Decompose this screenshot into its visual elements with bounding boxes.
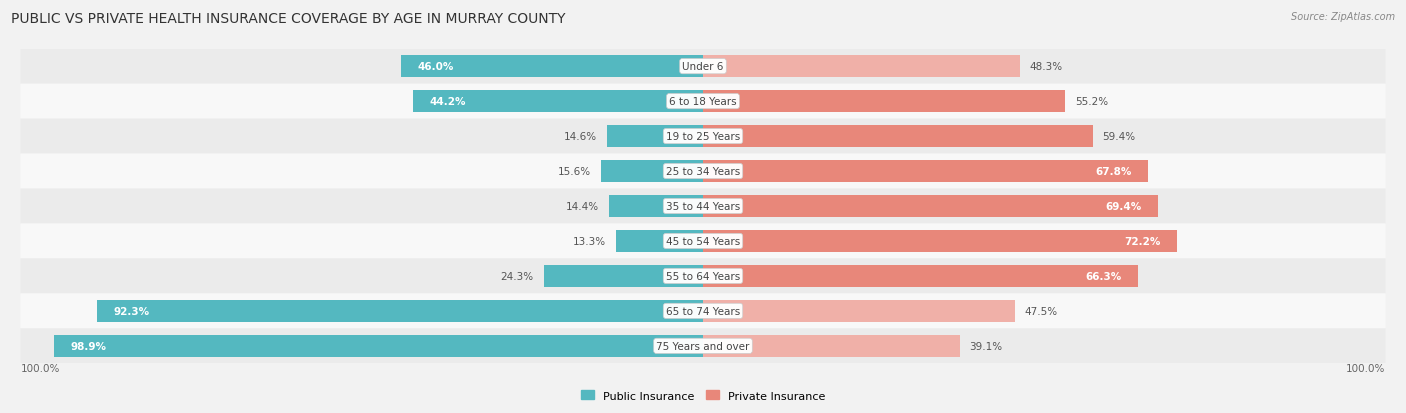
- Bar: [703, 300, 1015, 322]
- FancyBboxPatch shape: [21, 154, 1385, 189]
- Bar: [703, 56, 1019, 78]
- Text: 15.6%: 15.6%: [558, 166, 591, 177]
- Bar: [600, 161, 703, 183]
- Text: 72.2%: 72.2%: [1123, 236, 1160, 247]
- Text: 47.5%: 47.5%: [1025, 306, 1057, 316]
- Bar: [703, 230, 1177, 252]
- Legend: Public Insurance, Private Insurance: Public Insurance, Private Insurance: [576, 386, 830, 405]
- FancyBboxPatch shape: [21, 119, 1385, 154]
- Text: 48.3%: 48.3%: [1029, 62, 1063, 72]
- Bar: [401, 56, 703, 78]
- Text: 14.4%: 14.4%: [565, 202, 599, 211]
- Text: 55 to 64 Years: 55 to 64 Years: [666, 271, 740, 281]
- Text: 66.3%: 66.3%: [1085, 271, 1122, 281]
- Bar: [413, 91, 703, 113]
- Bar: [97, 300, 703, 322]
- Bar: [703, 266, 1137, 287]
- Text: 39.1%: 39.1%: [969, 341, 1002, 351]
- Text: 14.6%: 14.6%: [564, 132, 598, 142]
- Text: Under 6: Under 6: [682, 62, 724, 72]
- Text: 19 to 25 Years: 19 to 25 Years: [666, 132, 740, 142]
- Text: 100.0%: 100.0%: [1346, 363, 1385, 373]
- Bar: [703, 161, 1147, 183]
- Bar: [616, 230, 703, 252]
- Text: 46.0%: 46.0%: [418, 62, 454, 72]
- Bar: [544, 266, 703, 287]
- Text: 35 to 44 Years: 35 to 44 Years: [666, 202, 740, 211]
- Text: 65 to 74 Years: 65 to 74 Years: [666, 306, 740, 316]
- Bar: [53, 335, 703, 357]
- FancyBboxPatch shape: [21, 84, 1385, 119]
- Text: 100.0%: 100.0%: [21, 363, 60, 373]
- Text: 44.2%: 44.2%: [429, 97, 465, 107]
- Text: 24.3%: 24.3%: [501, 271, 534, 281]
- Text: 92.3%: 92.3%: [114, 306, 150, 316]
- Text: 25 to 34 Years: 25 to 34 Years: [666, 166, 740, 177]
- Text: Source: ZipAtlas.com: Source: ZipAtlas.com: [1291, 12, 1395, 22]
- Text: 6 to 18 Years: 6 to 18 Years: [669, 97, 737, 107]
- Text: 69.4%: 69.4%: [1105, 202, 1142, 211]
- Bar: [703, 196, 1159, 217]
- FancyBboxPatch shape: [21, 259, 1385, 294]
- Text: PUBLIC VS PRIVATE HEALTH INSURANCE COVERAGE BY AGE IN MURRAY COUNTY: PUBLIC VS PRIVATE HEALTH INSURANCE COVER…: [11, 12, 565, 26]
- Text: 59.4%: 59.4%: [1102, 132, 1136, 142]
- Bar: [703, 335, 959, 357]
- FancyBboxPatch shape: [21, 189, 1385, 224]
- FancyBboxPatch shape: [21, 224, 1385, 259]
- Text: 75 Years and over: 75 Years and over: [657, 341, 749, 351]
- Text: 98.9%: 98.9%: [70, 341, 107, 351]
- Text: 67.8%: 67.8%: [1095, 166, 1132, 177]
- Text: 55.2%: 55.2%: [1076, 97, 1108, 107]
- Text: 45 to 54 Years: 45 to 54 Years: [666, 236, 740, 247]
- Bar: [703, 91, 1066, 113]
- Bar: [607, 126, 703, 147]
- FancyBboxPatch shape: [21, 329, 1385, 363]
- FancyBboxPatch shape: [21, 294, 1385, 329]
- FancyBboxPatch shape: [21, 50, 1385, 84]
- Bar: [609, 196, 703, 217]
- Bar: [703, 126, 1092, 147]
- Text: 13.3%: 13.3%: [572, 236, 606, 247]
